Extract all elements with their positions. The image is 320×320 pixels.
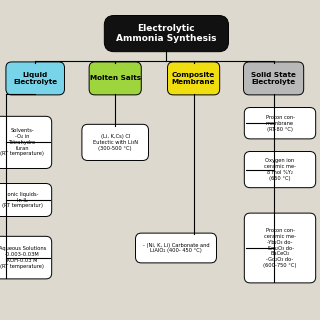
FancyBboxPatch shape: [244, 152, 316, 188]
FancyBboxPatch shape: [244, 108, 316, 139]
FancyBboxPatch shape: [0, 236, 52, 279]
Text: Proton con-
membrane
(RT-80 °C): Proton con- membrane (RT-80 °C): [266, 115, 294, 132]
Text: Molten Salts: Molten Salts: [90, 76, 141, 81]
FancyBboxPatch shape: [244, 213, 316, 283]
Text: Solid State
Electrolyte: Solid State Electrolyte: [251, 72, 296, 85]
Text: Proton con-
ceramic me-
-Yb₂O₃ do-
-Sm₂O₃ do-
BaCeO₂
-Gd₂O₃ do-
(600-750 °C): Proton con- ceramic me- -Yb₂O₃ do- -Sm₂O…: [263, 228, 297, 268]
Text: Electrolytic
Ammonia Synthesis: Electrolytic Ammonia Synthesis: [116, 24, 217, 43]
FancyBboxPatch shape: [244, 62, 304, 95]
Text: - (Ni, K, Li) Carbonate and
LiAlO₂ (400- 450 °C): - (Ni, K, Li) Carbonate and LiAlO₂ (400-…: [143, 243, 209, 253]
FancyBboxPatch shape: [0, 184, 52, 216]
FancyBboxPatch shape: [0, 116, 52, 168]
Text: Composite
Membrane: Composite Membrane: [172, 72, 215, 85]
FancyBboxPatch shape: [168, 62, 220, 95]
FancyBboxPatch shape: [104, 15, 228, 52]
FancyBboxPatch shape: [136, 233, 217, 263]
FancyBboxPatch shape: [6, 62, 65, 95]
Text: (Li, K,Cs) Cl
Eutectic with Li₃N
(300-500 °C): (Li, K,Cs) Cl Eutectic with Li₃N (300-50…: [92, 134, 138, 151]
FancyBboxPatch shape: [82, 124, 148, 160]
Text: Aqueous Solutions
-0.003-0.03M
KOH-0.03 M
(RT temperature): Aqueous Solutions -0.003-0.03M KOH-0.03 …: [0, 246, 46, 269]
Text: Solvents-
-O₄ in
Tetrahydro-
furan
(RT temperature): Solvents- -O₄ in Tetrahydro- furan (RT t…: [0, 128, 44, 156]
Text: Oxygen ion
ceramic me-
8 mol %Y₂
(650 °C): Oxygen ion ceramic me- 8 mol %Y₂ (650 °C…: [264, 158, 296, 181]
Text: Ionic liquids-
In IL
(RT temperatur): Ionic liquids- In IL (RT temperatur): [2, 192, 43, 208]
Text: Liquid
Electrolyte: Liquid Electrolyte: [13, 72, 57, 85]
FancyBboxPatch shape: [89, 62, 141, 95]
